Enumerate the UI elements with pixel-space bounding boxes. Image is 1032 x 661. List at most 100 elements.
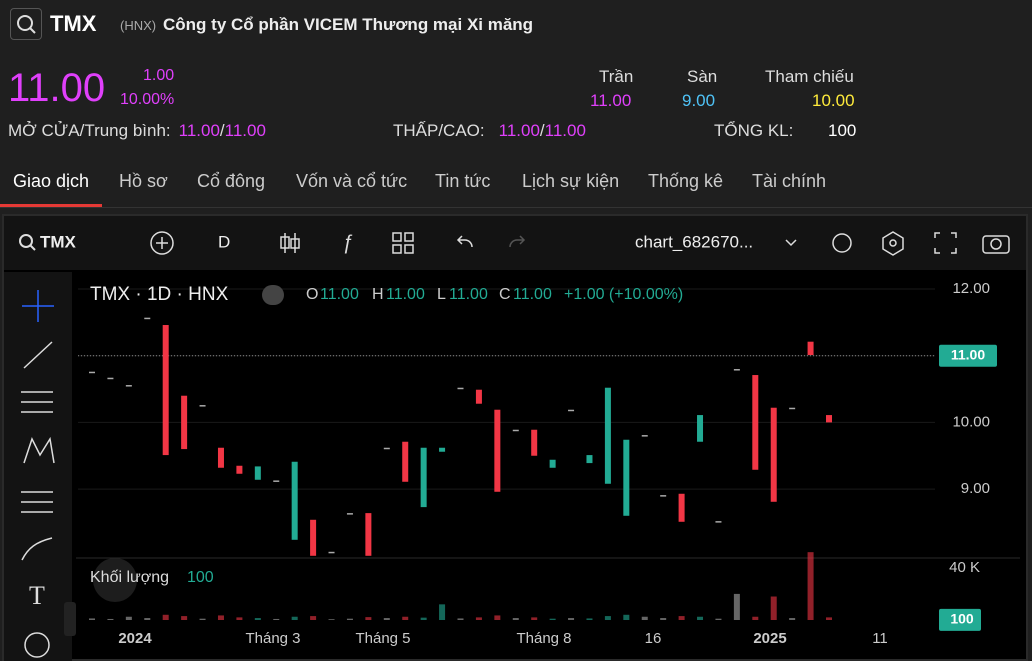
volume-bar xyxy=(789,618,796,620)
layout-name[interactable]: chart_682670... xyxy=(635,232,753,251)
tab[interactable]: Cổ đông xyxy=(197,171,266,191)
line-tool[interactable] xyxy=(23,341,53,369)
volume-bar xyxy=(273,618,280,620)
volume-bar xyxy=(568,618,575,620)
search-icon xyxy=(17,15,36,34)
volume-bar xyxy=(826,617,832,620)
redo-icon[interactable] xyxy=(509,235,526,248)
volume-bar xyxy=(107,618,114,620)
reference-label: Tham chiếu xyxy=(765,67,854,86)
volume-bar xyxy=(531,617,538,620)
ceiling-value: 11.00 xyxy=(590,91,632,110)
candle xyxy=(733,369,740,371)
floor-label: Sàn xyxy=(687,67,718,86)
volume-bar xyxy=(733,593,740,620)
brush-tool[interactable] xyxy=(21,537,53,561)
volume-bar xyxy=(125,616,132,620)
change: 1.00 xyxy=(143,67,175,84)
candle xyxy=(770,407,777,502)
candle xyxy=(254,466,261,480)
volume-bar xyxy=(494,615,501,620)
candle xyxy=(586,455,593,464)
crosshair-tool[interactable] xyxy=(22,290,54,322)
candle xyxy=(660,495,667,497)
candle xyxy=(125,385,132,387)
undo-icon[interactable] xyxy=(456,235,473,248)
candle xyxy=(199,405,206,407)
y-tick-label: 9.00 xyxy=(961,480,990,497)
camera-icon xyxy=(990,238,1002,250)
volume-bar xyxy=(420,617,427,620)
volume-bar xyxy=(181,616,188,620)
candle xyxy=(383,447,390,450)
dropdown-icon[interactable] xyxy=(785,239,797,247)
emoji-tool[interactable] xyxy=(24,632,50,658)
search-icon xyxy=(29,244,36,251)
candle xyxy=(623,439,630,516)
volume-bar xyxy=(715,618,722,620)
settings-icon[interactable] xyxy=(882,231,904,256)
search-button[interactable] xyxy=(10,8,42,40)
label: MỞ CỬA/Trung bình: xyxy=(8,121,171,140)
interval[interactable]: D xyxy=(218,232,230,251)
legend-o: 11.00 xyxy=(320,286,359,303)
candle xyxy=(457,387,464,390)
candle xyxy=(807,341,814,356)
tab[interactable]: Vốn và cổ tức xyxy=(296,171,408,191)
candle xyxy=(697,415,704,442)
text-tool[interactable]: T xyxy=(29,581,45,610)
company: Công ty Cổ phần VICEM Thương mại Xi măng xyxy=(163,15,534,34)
settings-icon xyxy=(889,239,897,247)
label: THẤP/CAO: xyxy=(393,121,485,140)
volume-bar xyxy=(328,619,335,620)
legend-title: TMX · 1D · HNX xyxy=(90,284,229,305)
tab[interactable]: Giao dịch xyxy=(13,171,90,191)
candle xyxy=(365,513,372,556)
legend-l-label: L xyxy=(437,286,446,303)
tab[interactable]: Thống kê xyxy=(648,171,724,191)
volume-bar xyxy=(660,618,667,620)
tab[interactable]: Tài chính xyxy=(752,171,827,191)
fullscreen-icon[interactable] xyxy=(934,232,957,254)
legend-o-label: O xyxy=(306,286,318,303)
volume-bar xyxy=(604,616,611,620)
volume-bar xyxy=(770,596,777,620)
toolbar-symbol[interactable]: TMX xyxy=(40,232,77,251)
divider xyxy=(0,207,1032,208)
open-avg: MỞ CỬA/Trung bình: 11.00/11.00 xyxy=(8,121,266,141)
v-tick-label: 40 K xyxy=(949,559,980,576)
volume-bar xyxy=(162,614,169,620)
indicator-icon[interactable]: ƒ xyxy=(342,231,353,253)
tab[interactable]: Tin tức xyxy=(435,171,491,191)
candle xyxy=(678,493,685,522)
layout-icon[interactable] xyxy=(392,232,414,254)
x-tick-label: 16 xyxy=(645,630,662,647)
tab[interactable]: Hồ sơ xyxy=(119,171,168,191)
tab[interactable]: Lịch sự kiện xyxy=(522,171,620,191)
camera-icon[interactable] xyxy=(982,235,1010,254)
alert-icon[interactable] xyxy=(832,233,852,253)
pattern-tool[interactable] xyxy=(23,436,55,464)
add-icon[interactable] xyxy=(150,231,174,255)
value: 11.00 xyxy=(498,121,540,140)
last-price-label: 11.00 xyxy=(951,346,985,362)
last-volume-label: 100 xyxy=(950,611,974,627)
candle xyxy=(494,409,501,492)
x-tick-label: Tháng 5 xyxy=(355,630,410,647)
total-volume-label: TỔNG KL: xyxy=(714,121,794,140)
candle xyxy=(107,377,114,380)
collapse-button[interactable] xyxy=(64,602,76,636)
price: 11.00 xyxy=(8,66,106,110)
search-icon[interactable] xyxy=(19,234,33,248)
total-volume: 100 xyxy=(828,121,857,140)
fib-tool[interactable] xyxy=(21,391,53,413)
forecast-tool[interactable] xyxy=(21,491,53,513)
sep: / xyxy=(539,121,545,140)
candle xyxy=(273,480,280,482)
change-pct: 10.00% xyxy=(120,91,175,108)
candle xyxy=(604,387,611,484)
last-price-tag xyxy=(939,344,997,367)
candle xyxy=(181,395,188,450)
volume-bar xyxy=(475,617,482,620)
